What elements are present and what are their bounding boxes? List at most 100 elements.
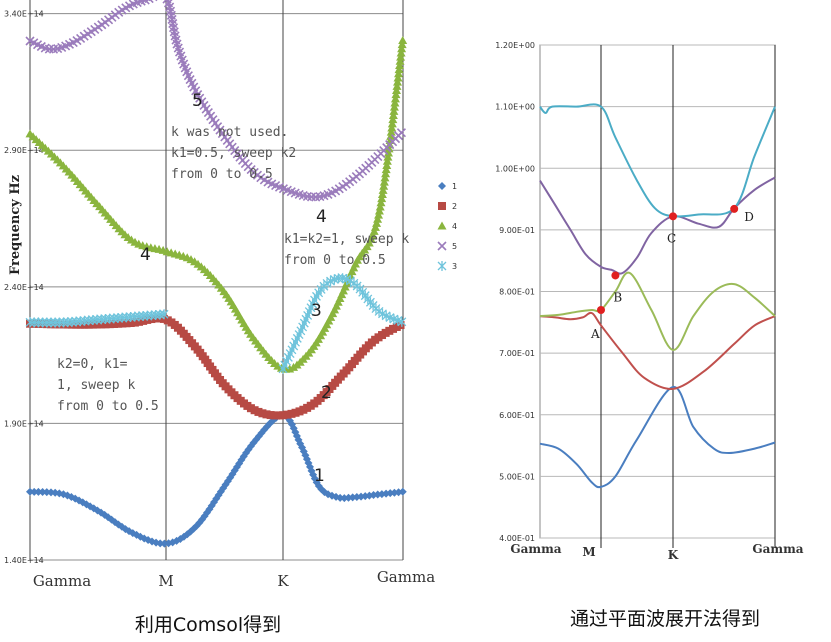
band-label-1: 1 xyxy=(314,466,325,486)
left-series-1 xyxy=(26,411,407,548)
right-series-line-4 xyxy=(539,176,776,275)
crossing-point-A xyxy=(597,305,605,314)
left-series-marker xyxy=(93,506,102,515)
left-series-marker xyxy=(376,198,386,207)
legend-marker-3 xyxy=(437,261,447,271)
left-series-marker xyxy=(394,69,404,78)
right-y-tick-label: 9.00E-01 xyxy=(499,226,535,235)
annotation-gm-1: k2=0, k1= xyxy=(57,357,128,372)
left-series-marker xyxy=(393,73,403,82)
crossing-point-D xyxy=(730,204,739,213)
left-series-marker xyxy=(396,128,407,138)
left-series-marker xyxy=(30,487,39,496)
left-series-marker xyxy=(380,173,390,182)
left-series-marker xyxy=(258,409,267,418)
left-y-tick-label: 1.40E+14 xyxy=(4,556,44,565)
left-y-tick-labels: 1.40E+14 1.90E+14 2.40E+14 2.90E+14 3.40E+14 xyxy=(4,10,44,565)
left-series-marker xyxy=(275,411,284,420)
left-series-marker xyxy=(398,35,408,44)
annotation-kg-1: k1=k2=1, sweep k xyxy=(284,232,409,247)
right-x-category-labels: Gamma M K Gamma xyxy=(510,542,803,562)
crossing-label-B: B xyxy=(613,290,622,304)
left-series-marker xyxy=(374,210,384,219)
left-series-5 xyxy=(25,0,407,202)
left-series-marker xyxy=(266,411,275,420)
pwe-band-chart: 4.00E-01 5.00E-01 6.00E-01 7.00E-01 8.00E-01… xyxy=(495,41,804,630)
left-series-marker xyxy=(387,123,397,132)
left-series-marker xyxy=(130,318,139,327)
left-legend: 1 2 4 5 3 xyxy=(437,182,457,271)
left-series-marker xyxy=(270,411,279,420)
left-series-marker xyxy=(118,319,127,328)
left-series-marker xyxy=(381,165,391,174)
right-y-tick-label: 1.00E+00 xyxy=(495,164,535,173)
left-series-marker xyxy=(396,48,406,57)
left-series-marker xyxy=(262,410,271,419)
left-x-category-label: M xyxy=(158,572,173,590)
right-y-tick-label: 4.00E-01 xyxy=(499,534,535,543)
left-series-marker xyxy=(379,181,389,190)
left-series-marker xyxy=(26,487,34,496)
left-series-marker xyxy=(391,90,401,99)
right-y-tick-label: 1.20E+00 xyxy=(495,41,535,50)
left-series-marker xyxy=(140,0,150,5)
left-y-tick-label: 1.90E+14 xyxy=(4,419,44,428)
right-series-line-3 xyxy=(539,271,776,351)
left-series-marker xyxy=(383,148,393,157)
annotation-mk-2: k1=0.5, sweep k2 xyxy=(171,146,296,161)
left-series-marker xyxy=(395,56,405,65)
left-y-axis-label: Frequency Hz xyxy=(8,175,23,275)
left-series-marker xyxy=(396,52,406,61)
left-series-marker xyxy=(387,119,397,128)
left-y-tick-label: 3.40E+14 xyxy=(4,10,44,19)
left-series-marker xyxy=(382,160,392,169)
left-series-marker xyxy=(397,44,407,53)
legend-label-3: 3 xyxy=(452,262,457,271)
left-series-marker xyxy=(144,0,154,4)
band-label-4b: 4 xyxy=(316,207,327,227)
left-series-marker xyxy=(393,77,403,86)
left-series-marker xyxy=(390,94,400,103)
right-y-tick-labels: 4.00E-01 5.00E-01 6.00E-01 7.00E-01 8.00E-01… xyxy=(495,41,535,543)
left-series-marker xyxy=(369,226,379,235)
left-series-marker xyxy=(287,409,296,418)
left-x-category-label: Gamma xyxy=(33,572,91,590)
right-x-category-label: M xyxy=(582,545,595,559)
annotation-kg-2: from 0 to 0.5 xyxy=(284,253,386,268)
left-series-marker xyxy=(379,177,389,186)
left-series-marker xyxy=(105,320,114,329)
left-series-marker xyxy=(389,102,399,111)
left-series-marker xyxy=(392,81,402,90)
band-label-5: 5 xyxy=(192,91,203,111)
right-x-category-label: Gamma xyxy=(752,542,803,556)
annotation-gm-3: from 0 to 0.5 xyxy=(57,399,159,414)
annotation-mk-3: from 0 to 0.5 xyxy=(171,167,273,182)
left-y-tick-label: 2.40E+14 xyxy=(4,283,44,292)
left-series-marker xyxy=(122,319,131,328)
legend-label-5: 5 xyxy=(452,242,457,251)
right-y-tick-label: 1.10E+00 xyxy=(495,103,535,112)
legend-marker-1 xyxy=(438,182,446,190)
crossing-label-D: D xyxy=(744,210,754,224)
left-series-3 xyxy=(25,273,407,374)
left-series-marker xyxy=(396,321,405,330)
left-series-marker xyxy=(395,60,405,69)
right-series-line-2 xyxy=(539,311,776,390)
right-y-tick-label: 8.00E-01 xyxy=(499,288,535,297)
left-series-marker xyxy=(390,98,400,107)
right-caption: 通过平面波展开法得到 xyxy=(570,608,760,630)
right-x-category-label: Gamma xyxy=(510,542,561,556)
right-gridlines xyxy=(539,44,776,548)
left-series-marker xyxy=(38,488,47,497)
left-series-marker xyxy=(283,410,292,419)
legend-marker-2 xyxy=(438,202,446,210)
left-series-marker xyxy=(372,218,382,227)
left-series-marker xyxy=(34,487,43,496)
left-series-marker xyxy=(378,185,388,194)
left-y-tick-label: 2.90E+14 xyxy=(4,146,44,155)
left-series-marker xyxy=(389,106,399,115)
left-series-marker xyxy=(159,309,169,320)
left-series-marker xyxy=(383,152,393,161)
comsol-band-chart: 1.40E+14 1.90E+14 2.40E+14 2.90E+14 3.40E+14… xyxy=(4,0,457,636)
